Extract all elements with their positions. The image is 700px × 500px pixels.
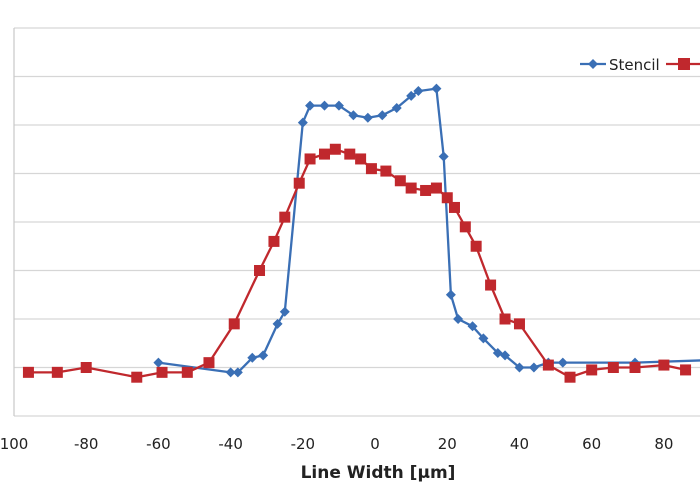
- data-point: [413, 86, 424, 97]
- x-tick-label: -60: [146, 435, 171, 453]
- data-point: [441, 192, 453, 204]
- data-point: [478, 333, 489, 344]
- series-0: [153, 83, 700, 378]
- data-point: [355, 153, 367, 165]
- data-point: [319, 100, 330, 111]
- data-point: [362, 112, 373, 123]
- data-point: [514, 362, 525, 373]
- data-point: [181, 366, 193, 378]
- x-tick-label: -20: [291, 435, 316, 453]
- data-point: [485, 279, 497, 291]
- series-1: [22, 143, 692, 383]
- x-axis-title: Line Width [µm]: [301, 463, 456, 483]
- data-point: [279, 306, 290, 317]
- data-point: [513, 318, 525, 330]
- data-point: [232, 367, 243, 378]
- data-point: [394, 175, 406, 187]
- data-point: [156, 366, 168, 378]
- data-point: [293, 177, 305, 189]
- data-point: [380, 165, 392, 177]
- x-tick-label: 40: [510, 435, 529, 453]
- data-point: [438, 151, 449, 162]
- x-tick-label: 0: [370, 435, 380, 453]
- data-point: [225, 367, 236, 378]
- data-point: [528, 362, 539, 373]
- data-point: [272, 318, 283, 329]
- data-point: [406, 90, 417, 101]
- data-point: [247, 352, 258, 363]
- data-point: [431, 83, 442, 94]
- series-line: [158, 87, 700, 374]
- x-tick-label: 100: [0, 435, 28, 453]
- data-point: [80, 362, 92, 373]
- data-point: [586, 364, 598, 376]
- x-tick-label: 60: [582, 435, 601, 453]
- data-point: [459, 221, 471, 233]
- data-point: [365, 163, 377, 175]
- legend-label-stencil: Stencil: [609, 56, 660, 74]
- data-point: [542, 359, 554, 371]
- data-point: [153, 357, 164, 368]
- data-point: [405, 182, 417, 194]
- data-point: [305, 100, 316, 111]
- data-point: [348, 110, 359, 121]
- data-point: [268, 235, 280, 247]
- data-point: [297, 117, 308, 128]
- data-point: [254, 265, 266, 276]
- data-point: [467, 321, 478, 332]
- data-point: [564, 371, 576, 383]
- data-point: [470, 240, 482, 252]
- legend: Stencil: [580, 56, 700, 74]
- data-point: [453, 314, 464, 324]
- data-point: [391, 103, 402, 114]
- legend-stencil-marker: [588, 59, 598, 69]
- data-point: [258, 350, 269, 361]
- data-point: [448, 201, 460, 213]
- data-point: [499, 313, 511, 325]
- data-point: [430, 182, 442, 194]
- data-point: [629, 362, 641, 373]
- data-point: [680, 364, 692, 376]
- x-tick-label: -40: [218, 435, 243, 453]
- data-point: [500, 350, 511, 361]
- data-point: [377, 110, 388, 121]
- data-point: [319, 148, 331, 160]
- data-point: [344, 148, 356, 160]
- data-point: [203, 357, 215, 369]
- data-point: [51, 366, 63, 378]
- data-series: [22, 83, 700, 383]
- series-line: [28, 148, 686, 379]
- x-tick-label: 20: [438, 435, 457, 453]
- data-point: [228, 318, 240, 330]
- data-point: [279, 211, 291, 223]
- data-point: [131, 371, 143, 383]
- data-point: [333, 100, 344, 111]
- x-tick-label: -80: [74, 435, 99, 453]
- gridlines: [14, 27, 700, 417]
- x-tick-label: 80: [654, 435, 673, 453]
- data-point: [658, 359, 670, 371]
- legend-second-marker: [678, 58, 690, 70]
- data-point: [329, 143, 341, 155]
- x-tick-labels: 100 -80 -60 -40 -20 0 20 40 60 80: [0, 435, 673, 453]
- data-point: [607, 362, 619, 373]
- data-point: [304, 153, 316, 165]
- data-point: [445, 289, 456, 300]
- data-point: [420, 184, 432, 196]
- data-point: [557, 357, 568, 368]
- data-point: [22, 366, 34, 378]
